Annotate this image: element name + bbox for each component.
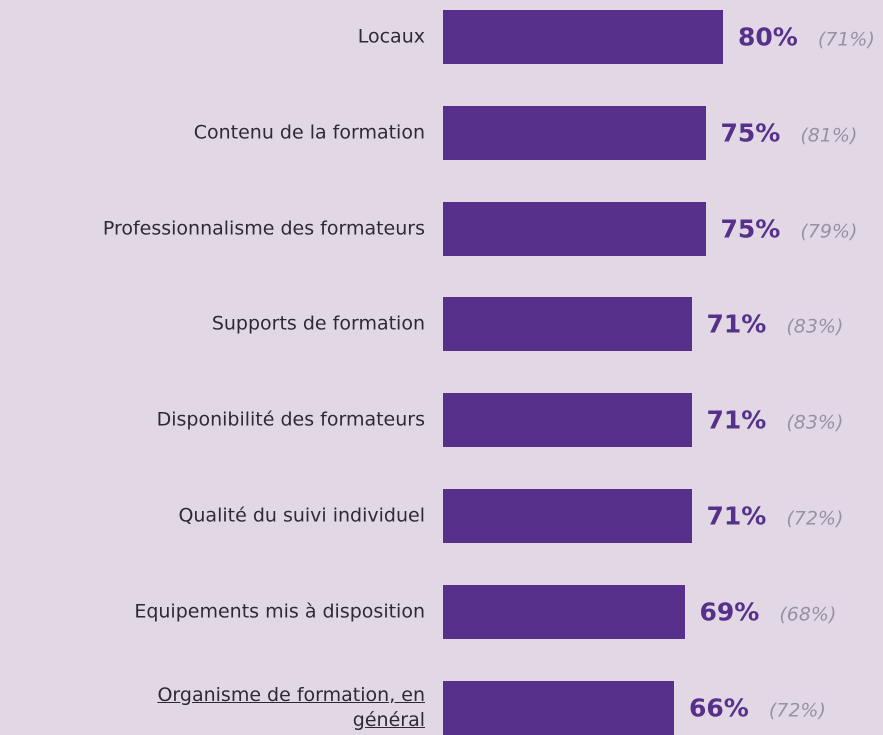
category-label: Locaux xyxy=(357,25,425,48)
bar-row: Disponibilité des formateurs 71% (83%) xyxy=(0,393,883,448)
bar xyxy=(443,297,692,352)
bar xyxy=(443,584,685,639)
bar xyxy=(443,201,706,256)
value-group: 80% (71%) xyxy=(738,23,875,52)
value-label: 75% xyxy=(720,118,781,148)
bar-row: Qualité du suivi individuel 71% (72%) xyxy=(0,489,883,543)
category-label: Qualité du suivi individuel xyxy=(178,504,425,527)
bar-row: Contenu de la formation 75% (81%) xyxy=(0,105,883,160)
bar-row: Supports de formation 71% (83%) xyxy=(0,297,883,352)
previous-value-label: (79%) xyxy=(800,220,858,243)
previous-value-label: (68%) xyxy=(779,603,837,626)
value-group: 71% (72%) xyxy=(707,502,844,531)
previous-value-label: (72%) xyxy=(768,699,826,722)
value-label: 69% xyxy=(699,597,760,627)
value-group: 75% (79%) xyxy=(721,214,858,243)
value-label: 71% xyxy=(706,309,767,339)
value-label: 80% xyxy=(738,22,798,52)
bar xyxy=(443,680,674,735)
value-group: 66% (72%) xyxy=(689,693,826,722)
category-label: Equipements mis à disposition xyxy=(134,600,425,623)
bar xyxy=(443,105,706,160)
category-label: Supports de formation xyxy=(211,312,425,335)
previous-value-label: (81%) xyxy=(800,124,858,147)
value-group: 71% (83%) xyxy=(707,310,844,339)
value-label: 75% xyxy=(720,214,781,244)
category-label: Disponibilité des formateurs xyxy=(156,408,425,431)
category-label: Contenu de la formation xyxy=(193,121,425,144)
bar-row: Professionnalisme des formateurs 75% (79%) xyxy=(0,201,883,256)
bar-row: Organisme de formation, en général 66% (72… xyxy=(0,680,883,735)
previous-value-label: (83%) xyxy=(786,411,844,434)
category-label: Professionnalisme des formateurs xyxy=(102,217,425,240)
bar xyxy=(443,489,692,543)
value-group: 71% (83%) xyxy=(707,406,844,435)
bar xyxy=(443,10,723,64)
value-group: 75% (81%) xyxy=(721,118,858,147)
previous-value-label: (83%) xyxy=(786,315,844,338)
value-label: 66% xyxy=(689,693,749,723)
bar-row: Locaux 80% (71%) xyxy=(0,10,883,64)
value-group: 69% (68%) xyxy=(700,597,837,626)
value-label: 71% xyxy=(706,405,767,435)
previous-value-label: (72%) xyxy=(786,507,844,530)
bar xyxy=(443,393,692,448)
bar-row: Equipements mis à disposition 69% (68%) xyxy=(0,584,883,639)
previous-value-label: (71%) xyxy=(817,28,875,51)
value-label: 71% xyxy=(706,501,767,531)
category-label: Organisme de formation, en général xyxy=(157,683,425,731)
